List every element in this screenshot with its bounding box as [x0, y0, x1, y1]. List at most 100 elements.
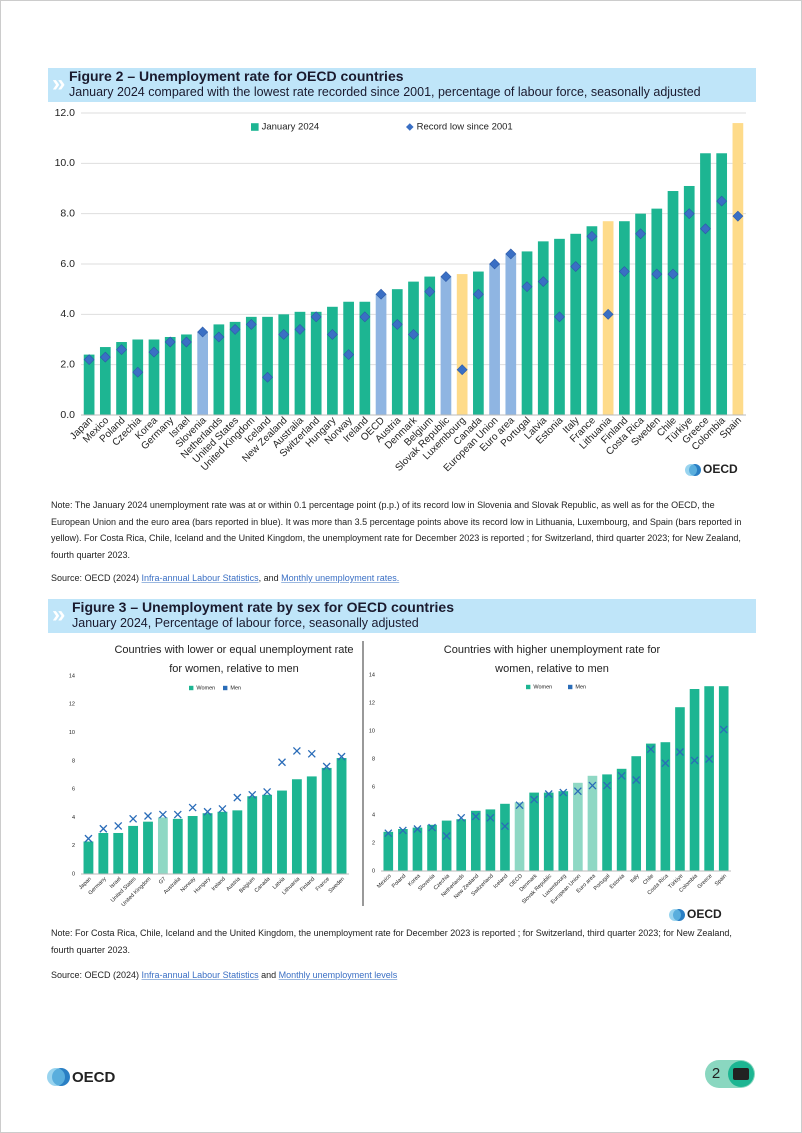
- marker: [129, 814, 138, 823]
- marker: [489, 258, 501, 270]
- marker: [114, 821, 123, 830]
- legend-swatch: [568, 684, 573, 690]
- bar: [391, 289, 403, 415]
- x-tick-label: Iceland: [493, 873, 510, 890]
- source: Source: OECD (2024) Infra-annual Labour …: [51, 967, 756, 984]
- marker: [428, 823, 437, 832]
- bar: [689, 689, 700, 871]
- bar: [213, 324, 225, 415]
- footer-logo: OECD: [47, 1068, 116, 1086]
- figure3-banner: » Figure 3 – Unemployment rate by sex fo…: [48, 599, 756, 633]
- bar: [336, 758, 347, 874]
- y-tick-label: 14: [69, 673, 75, 679]
- source-link[interactable]: Monthly unemployment levels: [278, 970, 398, 980]
- y-tick-label: 6: [372, 784, 375, 790]
- marker: [573, 787, 582, 796]
- bar: [554, 238, 565, 415]
- chart-title: Countries with lower or equal unemployme…: [114, 644, 354, 675]
- marker: [588, 781, 597, 790]
- marker: [164, 336, 176, 348]
- y-tick-label: 0: [372, 868, 375, 874]
- bar: [521, 251, 533, 415]
- figure-subtitle: January 2024, Percentage of labour force…: [72, 616, 419, 630]
- marker: [144, 812, 152, 820]
- marker: [570, 261, 582, 272]
- y-tick-label: 10: [369, 728, 375, 734]
- bar: [172, 818, 183, 874]
- marker: [263, 788, 272, 796]
- source: Source: OECD (2024) Infra-annual Labour …: [51, 570, 756, 587]
- marker: [457, 813, 466, 822]
- bar: [485, 809, 496, 871]
- legend-label: Women: [196, 685, 215, 691]
- figure-title: Figure 3 – Unemployment rate by sex for …: [72, 599, 454, 615]
- marker: [586, 230, 598, 242]
- source-text: and: [258, 970, 279, 980]
- logo-fig3: OECD: [669, 907, 722, 921]
- legend-swatch: [406, 123, 414, 131]
- marker: [440, 271, 452, 283]
- bar: [262, 794, 273, 874]
- bar: [489, 264, 500, 415]
- marker: [262, 371, 273, 383]
- figure-title: Figure 2 – Unemployment rate for OECD co…: [69, 68, 404, 84]
- x-tick-label: Ireland: [211, 876, 227, 892]
- bar: [164, 336, 176, 415]
- bar: [675, 707, 685, 871]
- marker: [617, 771, 626, 780]
- x-tick-label: Mexico: [376, 873, 393, 890]
- marker: [424, 286, 436, 298]
- marker: [603, 781, 612, 790]
- bar: [635, 213, 646, 415]
- bar: [558, 791, 569, 871]
- bar: [700, 153, 711, 415]
- marker: [554, 311, 565, 323]
- bar: [327, 306, 338, 415]
- y-tick-label: 12: [69, 702, 75, 708]
- marker: [635, 228, 646, 240]
- marker: [188, 803, 197, 812]
- source-link[interactable]: Infra-annual Labour Statistics: [141, 573, 259, 583]
- marker: [310, 311, 322, 323]
- source-link[interactable]: Monthly unemployment rates.: [281, 573, 400, 583]
- bar: [294, 311, 306, 415]
- chevron: »: [52, 601, 66, 628]
- bar: [197, 331, 208, 415]
- y-tick-label: 2: [72, 843, 75, 849]
- bar: [473, 271, 484, 415]
- bar: [718, 686, 729, 871]
- marker: [442, 832, 451, 840]
- source-text: Source: OECD (2024): [51, 573, 142, 583]
- marker: [278, 329, 290, 340]
- source-link[interactable]: Infra-annual Labour Statistics: [141, 970, 259, 980]
- bar: [310, 311, 322, 415]
- bar: [383, 831, 394, 871]
- legend-swatch: [526, 684, 531, 690]
- bar: [148, 339, 160, 415]
- y-tick-label: 0.0: [60, 409, 75, 421]
- bar: [602, 774, 612, 871]
- bar: [202, 813, 213, 874]
- bar: [98, 832, 109, 874]
- marker: [245, 318, 257, 330]
- marker: [537, 276, 549, 288]
- y-tick-label: 12: [369, 700, 375, 706]
- bar: [573, 782, 583, 871]
- marker: [683, 208, 695, 220]
- marker: [732, 210, 744, 222]
- marker: [292, 746, 301, 755]
- marker: [471, 812, 480, 821]
- y-tick-label: 8: [372, 756, 375, 762]
- bar: [645, 743, 656, 871]
- x-tick-label: Canada: [254, 876, 273, 895]
- marker: [690, 756, 699, 765]
- y-tick-label: 8: [72, 758, 75, 764]
- y-tick-label: 10: [69, 730, 75, 736]
- logo-text: OECD: [72, 1069, 116, 1086]
- x-tick-label: Estonia: [609, 873, 627, 891]
- marker: [515, 801, 524, 810]
- bar: [619, 221, 630, 415]
- figure2-banner: » Figure 2 – Unemployment rate for OECD …: [48, 68, 756, 102]
- marker: [384, 829, 393, 838]
